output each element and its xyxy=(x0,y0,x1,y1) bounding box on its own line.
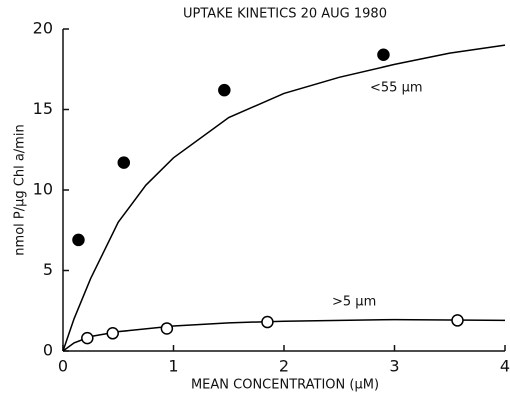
data-point xyxy=(106,327,119,340)
x-tick-label: 2 xyxy=(279,357,289,376)
data-point xyxy=(377,48,390,62)
fit-curve xyxy=(62,318,506,352)
y-tick-label: 5 xyxy=(43,260,53,279)
chart-title: UPTAKE KINETICS 20 AUG 1980 xyxy=(183,7,387,22)
series-label: <55 µm xyxy=(370,81,423,96)
data-point xyxy=(72,233,85,247)
data-point xyxy=(160,322,174,335)
y-tick-label: 10 xyxy=(33,180,53,199)
fit-curve xyxy=(62,44,506,352)
y-tick-label: 0 xyxy=(43,341,53,360)
y-tick-label: 20 xyxy=(33,19,53,38)
y-axis-label: nmol P/µg Chl a/min xyxy=(13,124,28,255)
data-point xyxy=(261,315,274,329)
data-point xyxy=(218,83,231,97)
x-tick-label: 0 xyxy=(58,357,68,376)
x-tick-label: 3 xyxy=(389,357,399,376)
data-point xyxy=(451,314,464,327)
x-axis-label: MEAN CONCENTRATION (µM) xyxy=(191,378,379,393)
data-point xyxy=(81,331,94,345)
series-label: >5 µm xyxy=(332,295,376,310)
data-point xyxy=(117,156,131,169)
x-tick-label: 1 xyxy=(168,357,178,376)
x-tick-label: 4 xyxy=(500,357,510,376)
y-tick-label: 15 xyxy=(33,99,53,118)
